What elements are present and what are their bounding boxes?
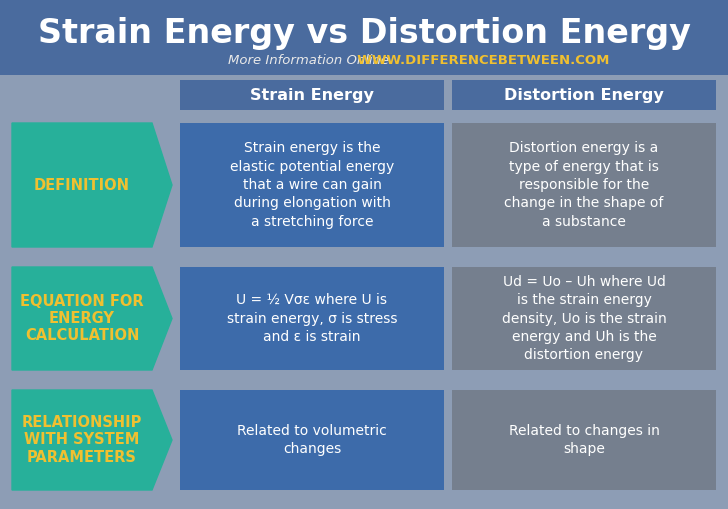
Text: Strain energy is the
elastic potential energy
that a wire can gain
during elonga: Strain energy is the elastic potential e… — [230, 141, 394, 229]
Text: WWW.DIFFERENCEBETWEEN.COM: WWW.DIFFERENCEBETWEEN.COM — [348, 53, 609, 67]
FancyBboxPatch shape — [180, 267, 444, 370]
Text: Distortion energy is a
type of energy that is
responsible for the
change in the : Distortion energy is a type of energy th… — [505, 141, 664, 229]
Text: RELATIONSHIP
WITH SYSTEM
PARAMETERS: RELATIONSHIP WITH SYSTEM PARAMETERS — [22, 415, 142, 465]
FancyBboxPatch shape — [452, 267, 716, 370]
Text: Strain Energy: Strain Energy — [250, 88, 374, 102]
Text: Distortion Energy: Distortion Energy — [504, 88, 664, 102]
Polygon shape — [12, 123, 172, 247]
FancyBboxPatch shape — [0, 0, 728, 75]
FancyBboxPatch shape — [180, 80, 444, 110]
Text: DEFINITION: DEFINITION — [34, 178, 130, 192]
Text: EQUATION FOR
ENERGY
CALCULATION: EQUATION FOR ENERGY CALCULATION — [20, 294, 144, 344]
Text: Related to volumetric
changes: Related to volumetric changes — [237, 424, 387, 456]
FancyBboxPatch shape — [452, 390, 716, 490]
Text: More Information Online: More Information Online — [229, 53, 389, 67]
Polygon shape — [12, 267, 172, 370]
FancyBboxPatch shape — [180, 123, 444, 247]
Text: Related to changes in
shape: Related to changes in shape — [509, 424, 660, 456]
Text: Strain Energy vs Distortion Energy: Strain Energy vs Distortion Energy — [38, 16, 690, 49]
Polygon shape — [12, 390, 172, 490]
FancyBboxPatch shape — [180, 390, 444, 490]
Text: Ud = Uo – Uh where Ud
is the strain energy
density, Uo is the strain
energy and : Ud = Uo – Uh where Ud is the strain ener… — [502, 275, 666, 362]
FancyBboxPatch shape — [452, 123, 716, 247]
Text: U = ½ Vσε where U is
strain energy, σ is stress
and ε is strain: U = ½ Vσε where U is strain energy, σ is… — [226, 293, 397, 344]
FancyBboxPatch shape — [452, 80, 716, 110]
